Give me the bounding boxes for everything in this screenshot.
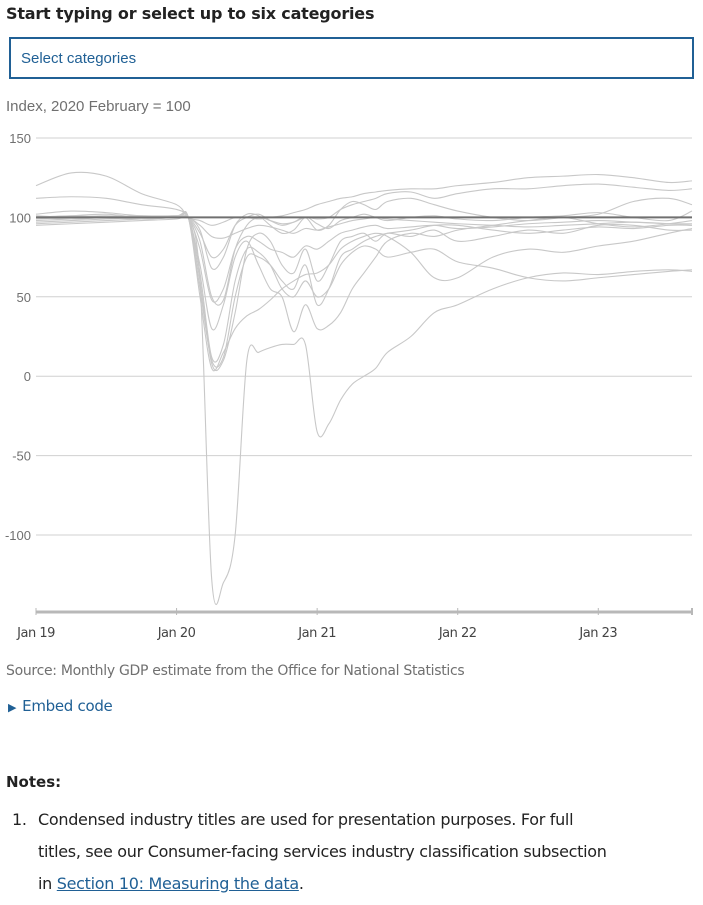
series-line-3 xyxy=(35,183,693,306)
series-line-1 xyxy=(35,211,693,605)
x-axis: Jan 19 Jan 20 Jan 21 Jan 22 Jan 23 xyxy=(16,608,693,641)
triangle-right-icon: ▶ xyxy=(8,701,17,714)
series-line-6 xyxy=(35,210,693,368)
x-tick-label: Jan 21 xyxy=(297,626,336,641)
note-text-body: Condensed industry titles are used for p… xyxy=(38,810,607,893)
y-axis-label: Index, 2020 February = 100 xyxy=(6,98,191,115)
note-item: 1. Condensed industry titles are used fo… xyxy=(12,804,612,900)
series-lines xyxy=(35,171,693,605)
y-tick-label: -50 xyxy=(12,449,31,464)
measuring-data-link[interactable]: Section 10: Measuring the data xyxy=(56,874,299,893)
note-number: 1. xyxy=(12,810,27,829)
y-tick-label: 0 xyxy=(24,369,31,384)
y-tick-label: 50 xyxy=(17,290,31,305)
embed-code-label: Embed code xyxy=(22,697,113,715)
x-tick-label: Jan 22 xyxy=(438,626,477,641)
series-line-7 xyxy=(35,213,693,333)
y-tick-label: 150 xyxy=(9,131,31,146)
x-tick-label: Jan 20 xyxy=(157,626,196,641)
series-line-9 xyxy=(35,214,693,303)
notes-list: 1. Condensed industry titles are used fo… xyxy=(12,804,612,900)
series-line-8 xyxy=(35,210,693,372)
note-text: Condensed industry titles are used for p… xyxy=(38,804,612,900)
series-line-11 xyxy=(35,212,693,363)
notes-heading: Notes: xyxy=(6,773,62,791)
note-text-end: . xyxy=(298,874,304,893)
category-select-placeholder: Select categories xyxy=(21,50,137,67)
series-line-12 xyxy=(35,197,693,259)
y-tick-label: -100 xyxy=(5,528,31,543)
category-select-heading: Start typing or select up to six categor… xyxy=(6,4,375,23)
line-chart: 150 100 50 0 -50 -100 Jan 19 Jan 20 Jan 21 Jan 2… xyxy=(5,131,693,641)
category-select-input[interactable]: Select categories xyxy=(9,37,694,79)
x-tick-label: Jan 19 xyxy=(16,626,55,641)
gridlines: 150 100 50 0 -50 -100 xyxy=(5,131,692,543)
chart-source: Source: Monthly GDP estimate from the Of… xyxy=(6,663,465,679)
embed-code-toggle[interactable]: ▶ Embed code xyxy=(8,697,113,715)
y-tick-label: 100 xyxy=(9,210,31,225)
x-tick-label: Jan 23 xyxy=(578,626,617,641)
